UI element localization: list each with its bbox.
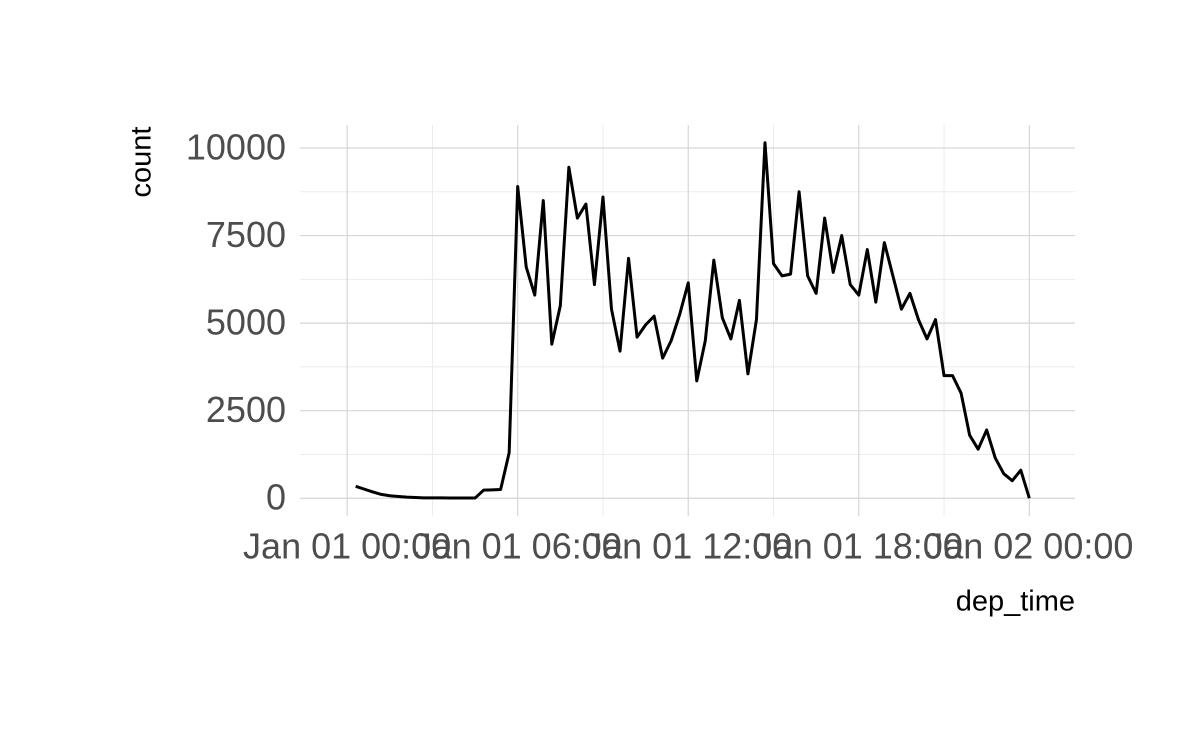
line (355, 141, 1031, 500)
y-tick-label: 5000 (206, 302, 286, 343)
y-tick-label: 0 (266, 477, 286, 518)
x-tick-label: Jan 01 12:00 (584, 526, 792, 567)
y-tick-label: 7500 (206, 214, 286, 255)
y-tick-label: 2500 (206, 389, 286, 430)
x-tick-label: Jan 01 18:00 (755, 526, 963, 567)
x-tick-label: Jan 02 00:00 (925, 526, 1133, 567)
x-tick-label: Jan 01 00:00 (243, 526, 451, 567)
grid (300, 125, 1075, 516)
x-tick-label: Jan 01 06:00 (414, 526, 622, 567)
y-axis-title: count (126, 127, 158, 198)
y-tick-label: 10000 (186, 127, 286, 168)
x-axis-title: dep_time (956, 586, 1075, 618)
